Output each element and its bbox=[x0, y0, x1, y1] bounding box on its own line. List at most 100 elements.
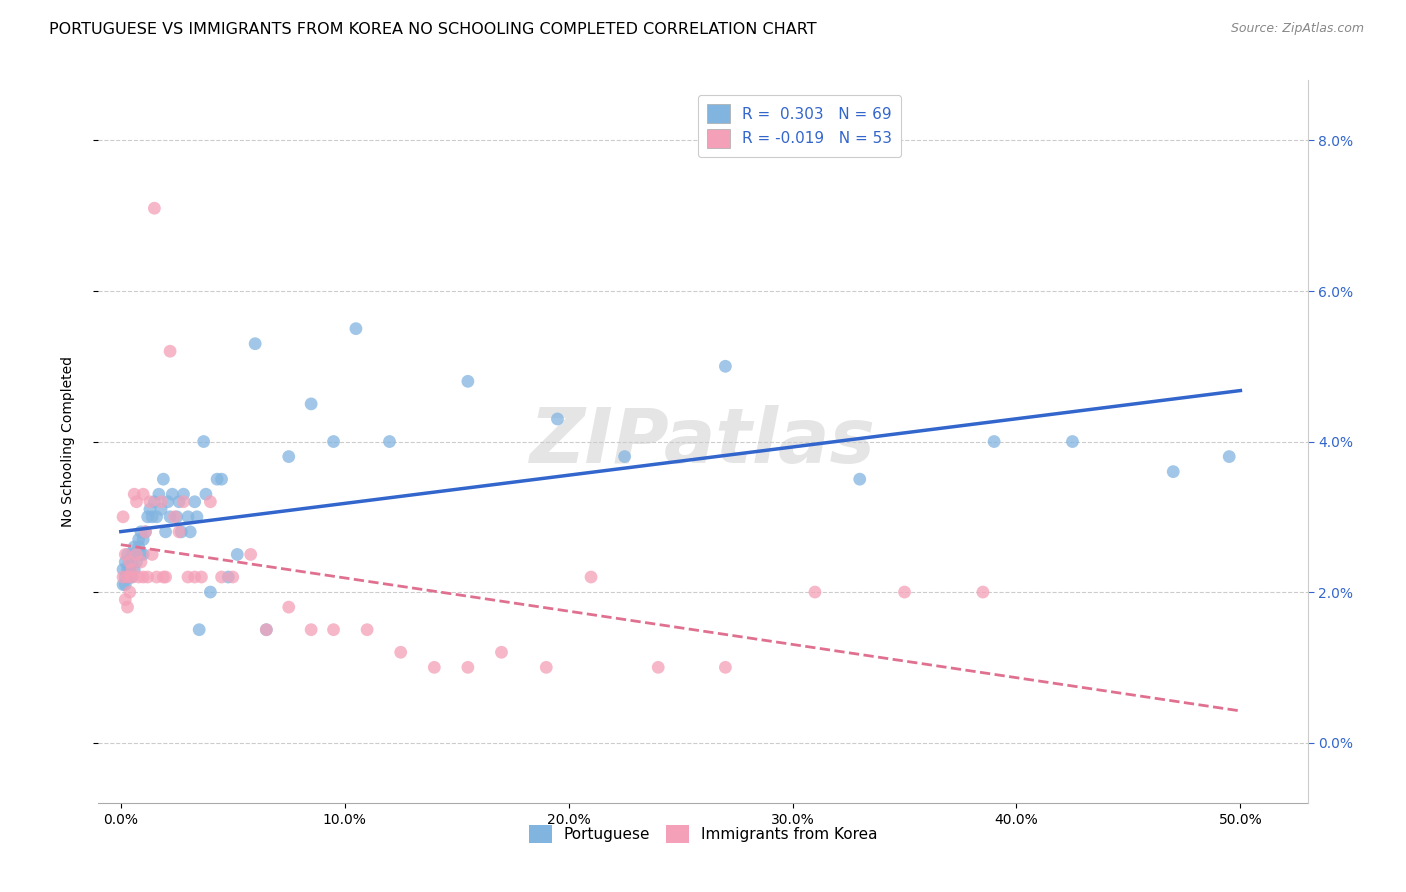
Point bbox=[277, 600, 299, 615]
Point bbox=[136, 509, 159, 524]
Point bbox=[122, 540, 145, 554]
Point bbox=[183, 494, 205, 508]
Point bbox=[579, 570, 602, 584]
Point bbox=[1161, 465, 1184, 479]
Point bbox=[118, 562, 141, 576]
Point bbox=[117, 600, 139, 615]
Point bbox=[129, 555, 152, 569]
Point bbox=[121, 548, 143, 562]
Point bbox=[491, 645, 513, 659]
Point bbox=[114, 592, 136, 607]
Point bbox=[177, 570, 200, 584]
Point bbox=[457, 660, 479, 674]
Text: PORTUGUESE VS IMMIGRANTS FROM KOREA NO SCHOOLING COMPLETED CORRELATION CHART: PORTUGUESE VS IMMIGRANTS FROM KOREA NO S… bbox=[49, 22, 817, 37]
Point bbox=[152, 570, 174, 584]
Point bbox=[536, 660, 558, 674]
Point bbox=[714, 359, 737, 374]
Point bbox=[239, 548, 262, 562]
Point bbox=[166, 509, 188, 524]
Point bbox=[118, 555, 141, 569]
Point bbox=[170, 524, 193, 539]
Point bbox=[143, 494, 166, 508]
Y-axis label: No Schooling Completed: No Schooling Completed bbox=[60, 356, 75, 527]
Point bbox=[155, 570, 177, 584]
Point bbox=[848, 472, 870, 486]
Point bbox=[112, 577, 135, 591]
Point bbox=[1062, 434, 1084, 449]
Point bbox=[112, 570, 135, 584]
Point bbox=[125, 494, 148, 508]
Point bbox=[243, 336, 266, 351]
Point bbox=[222, 570, 245, 584]
Point bbox=[322, 623, 344, 637]
Point bbox=[141, 548, 163, 562]
Point bbox=[167, 494, 190, 508]
Point bbox=[139, 494, 162, 508]
Point bbox=[148, 487, 170, 501]
Point bbox=[125, 555, 148, 569]
Point bbox=[162, 487, 184, 501]
Point bbox=[190, 570, 212, 584]
Point bbox=[125, 548, 148, 562]
Point bbox=[117, 570, 139, 584]
Point bbox=[136, 570, 159, 584]
Text: ZIPatlas: ZIPatlas bbox=[530, 405, 876, 478]
Point bbox=[173, 494, 195, 508]
Point bbox=[128, 533, 150, 547]
Point bbox=[117, 548, 139, 562]
Point bbox=[114, 555, 136, 569]
Point bbox=[159, 509, 181, 524]
Point bbox=[186, 509, 208, 524]
Point bbox=[378, 434, 401, 449]
Point bbox=[150, 494, 173, 508]
Point bbox=[983, 434, 1005, 449]
Point bbox=[122, 562, 145, 576]
Point bbox=[277, 450, 299, 464]
Point bbox=[200, 494, 222, 508]
Point bbox=[188, 623, 211, 637]
Point bbox=[134, 524, 156, 539]
Point bbox=[211, 472, 233, 486]
Point bbox=[129, 524, 152, 539]
Point bbox=[132, 533, 155, 547]
Point bbox=[152, 472, 174, 486]
Point bbox=[112, 509, 135, 524]
Point bbox=[205, 472, 228, 486]
Point bbox=[150, 502, 173, 516]
Point bbox=[299, 623, 322, 637]
Point bbox=[134, 524, 156, 539]
Point bbox=[344, 321, 367, 335]
Point bbox=[194, 487, 217, 501]
Legend: Portuguese, Immigrants from Korea: Portuguese, Immigrants from Korea bbox=[523, 819, 883, 849]
Point bbox=[121, 570, 143, 584]
Point bbox=[118, 585, 141, 599]
Point bbox=[356, 623, 378, 637]
Point bbox=[121, 555, 143, 569]
Point bbox=[122, 487, 145, 501]
Point bbox=[114, 548, 136, 562]
Point bbox=[546, 412, 568, 426]
Point bbox=[200, 585, 222, 599]
Point bbox=[177, 509, 200, 524]
Point bbox=[893, 585, 915, 599]
Point bbox=[179, 524, 201, 539]
Point bbox=[254, 623, 277, 637]
Point bbox=[128, 540, 150, 554]
Point bbox=[132, 570, 155, 584]
Point bbox=[714, 660, 737, 674]
Point bbox=[1218, 450, 1240, 464]
Point bbox=[114, 570, 136, 584]
Point bbox=[132, 548, 155, 562]
Point bbox=[389, 645, 412, 659]
Point bbox=[254, 623, 277, 637]
Point bbox=[457, 375, 479, 389]
Point bbox=[145, 570, 167, 584]
Point bbox=[217, 570, 239, 584]
Point bbox=[163, 509, 186, 524]
Point bbox=[211, 570, 233, 584]
Point bbox=[804, 585, 827, 599]
Point bbox=[972, 585, 994, 599]
Point bbox=[128, 570, 150, 584]
Point bbox=[117, 570, 139, 584]
Point bbox=[145, 509, 167, 524]
